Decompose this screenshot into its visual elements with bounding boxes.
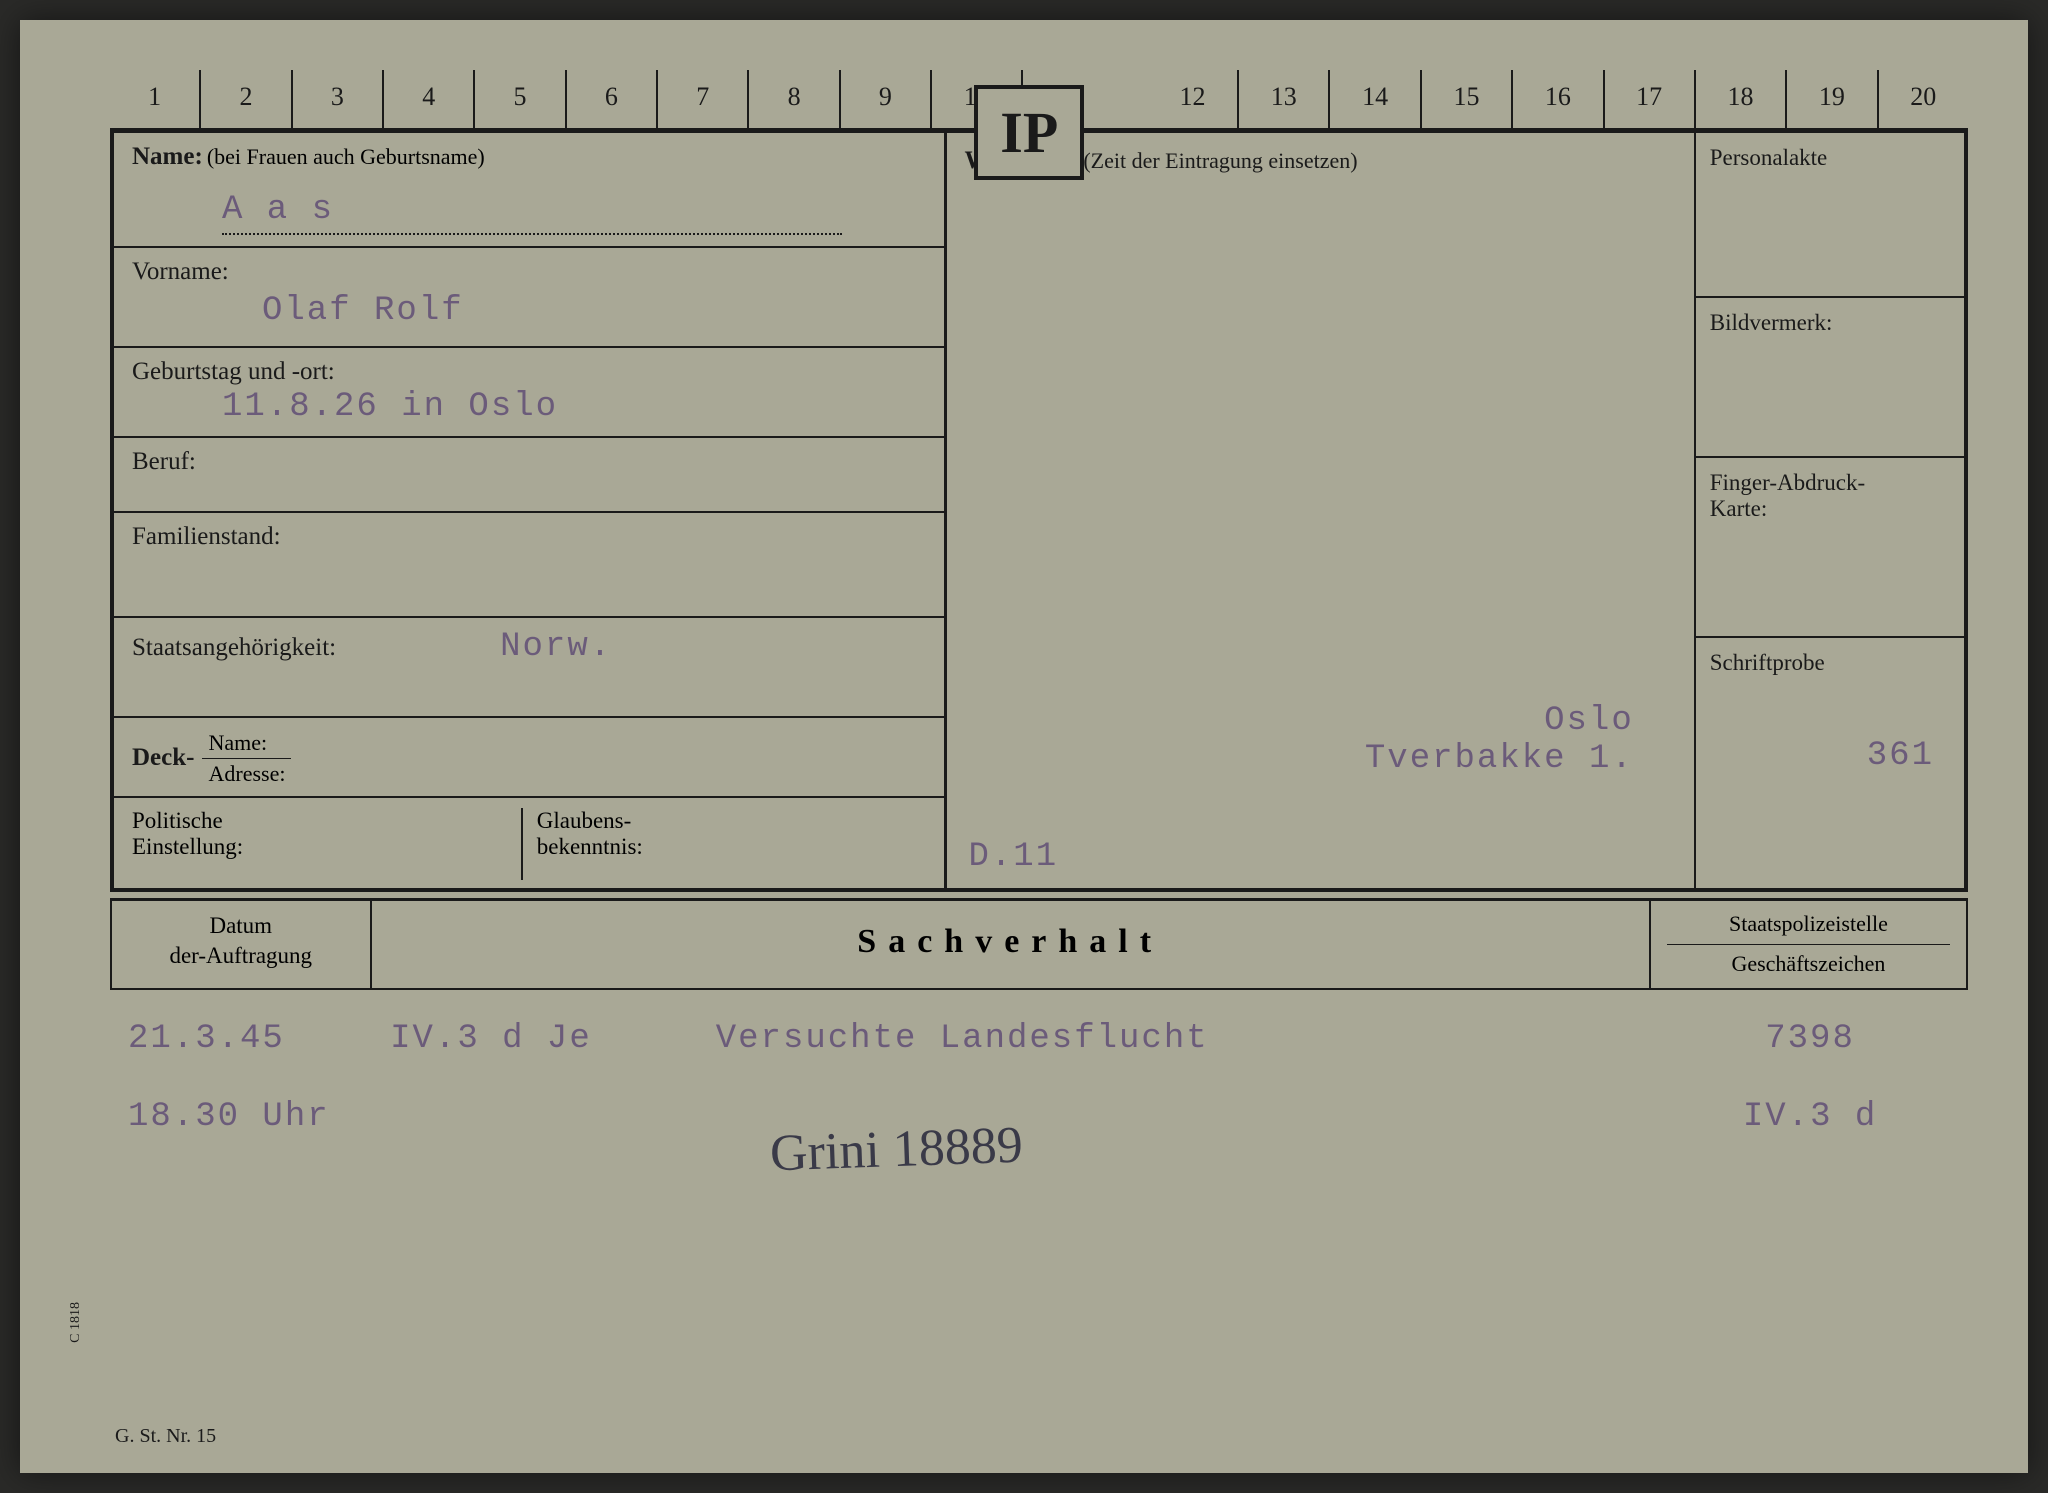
schriftprobe-cell: Schriftprobe 361 xyxy=(1696,638,1964,793)
datum-header: Datum der-Auftragung xyxy=(112,901,372,988)
ruler-tick: 18 xyxy=(1696,70,1787,128)
ruler-tick: 12 xyxy=(1148,70,1239,128)
ruler-tick: 6 xyxy=(567,70,658,128)
deck-adresse-label: Adresse: xyxy=(202,759,291,787)
datum-h-2: der-Auftragung xyxy=(118,941,364,971)
handwritten-note: Grini 18889 xyxy=(769,1115,1024,1183)
glaubens-label-2: bekenntnis: xyxy=(537,834,916,860)
sachverhalt-title: Sachverhalt xyxy=(372,901,1651,988)
politik-label-1: Politische xyxy=(132,808,511,834)
staat-label: Staatsangehörigkeit: xyxy=(132,634,336,661)
familienstand-label: Familienstand: xyxy=(132,523,281,550)
politik-half: Politische Einstellung: xyxy=(132,808,521,880)
vorname-value: Olaf Rolf xyxy=(132,292,926,330)
entry-time: 18.30 Uhr xyxy=(128,1098,352,1136)
ruler-tick: 7 xyxy=(658,70,749,128)
ruler-tick: 14 xyxy=(1330,70,1421,128)
datum-h-1: Datum xyxy=(118,911,364,941)
ruler-tick: 13 xyxy=(1239,70,1330,128)
wohnung-street: Tverbakke 1. xyxy=(1365,740,1634,778)
form-number: G. St. Nr. 15 xyxy=(115,1425,216,1448)
beruf-label: Beruf: xyxy=(132,448,196,475)
staat-value: Norw. xyxy=(500,628,612,666)
vorname-row: Vorname: Olaf Rolf xyxy=(114,248,944,348)
ruler-tick: 9 xyxy=(841,70,932,128)
case-number: 7398 xyxy=(1670,1020,1950,1058)
staats-h-1: Staatspolizeistelle xyxy=(1657,909,1960,940)
ruler-tick: 2 xyxy=(201,70,292,128)
geburt-row: Geburtstag und -ort: 11.8.26 in Oslo xyxy=(114,348,944,438)
name-row: Name: (bei Frauen auch Geburtsname) A a … xyxy=(114,133,944,248)
ruler-tick: 5 xyxy=(475,70,566,128)
ruler-tick: 3 xyxy=(293,70,384,128)
sachverhalt-header: Datum der-Auftragung Sachverhalt Staatsp… xyxy=(110,898,1968,990)
bildvermerk-cell: Bildvermerk: xyxy=(1696,298,1964,458)
politik-row: Politische Einstellung: Glaubens- bekenn… xyxy=(114,798,944,888)
ruler-tick: 8 xyxy=(749,70,840,128)
ruler-tick: 20 xyxy=(1879,70,1968,128)
entry-date: 21.3.45 xyxy=(128,1020,352,1058)
deck-label: Deck- xyxy=(132,744,194,772)
ruler-tick: 4 xyxy=(384,70,475,128)
entry-offense: Versuchte Landesflucht xyxy=(716,1020,1209,1058)
wohnung-body: Oslo Tverbakke 1. xyxy=(1365,702,1634,778)
name-value: A a s xyxy=(222,191,334,229)
finger-cell: Finger-Abdruck- Karte: xyxy=(1696,458,1964,638)
personalakte-cell: Personalakte xyxy=(1696,133,1964,298)
name-label: Name: xyxy=(132,143,203,170)
deck-row: Deck- Name: Adresse: xyxy=(114,718,944,798)
finger-line-1: Finger-Abdruck- xyxy=(1710,470,1950,496)
wohnung-column: Wohnung: (Zeit der Eintragung einsetzen)… xyxy=(947,133,1696,888)
ruler-tick: 16 xyxy=(1513,70,1604,128)
wohnung-hint: (Zeit der Eintragung einsetzen) xyxy=(1083,148,1357,173)
ruler-tick: 17 xyxy=(1605,70,1696,128)
wohnung-d-ref: D.11 xyxy=(969,838,1059,876)
deck-name-label: Name: xyxy=(202,730,291,759)
ip-badge: IP xyxy=(974,85,1084,180)
left-column: Name: (bei Frauen auch Geburtsname) A a … xyxy=(114,133,947,888)
geschaeftszeichen-column: 7398 IV.3 d xyxy=(1652,990,1968,1290)
familienstand-row: Familienstand: xyxy=(114,513,944,618)
staat-row: Staatsangehörigkeit: Norw. xyxy=(114,618,944,718)
sachverhalt-content: IV.3 d Je Versuchte Landesflucht Grini 1… xyxy=(370,990,1652,1290)
document-card: 1 2 3 4 5 6 7 8 9 10 11 12 13 14 15 16 1… xyxy=(20,20,2028,1473)
schriftprobe-label: Schriftprobe xyxy=(1710,650,1825,675)
geburt-label: Geburtstag und -ort: xyxy=(132,358,335,385)
datum-column: 21.3.45 18.30 Uhr xyxy=(110,990,370,1290)
wohnung-city: Oslo xyxy=(1365,702,1634,740)
sachverhalt-body: 21.3.45 18.30 Uhr IV.3 d Je Versuchte La… xyxy=(110,990,1968,1290)
beruf-row: Beruf: xyxy=(114,438,944,513)
right-column: Personalakte Bildvermerk: Finger-Abdruck… xyxy=(1696,133,1964,888)
ruler-tick: 15 xyxy=(1422,70,1513,128)
case-code: IV.3 d xyxy=(1670,1098,1950,1136)
main-frame: IP Name: (bei Frauen auch Geburtsname) A… xyxy=(110,130,1968,892)
geburt-value: 11.8.26 in Oslo xyxy=(132,388,926,426)
ruler-tick: 1 xyxy=(110,70,201,128)
glaubens-label-1: Glaubens- xyxy=(537,808,916,834)
glaubens-half: Glaubens- bekenntnis: xyxy=(521,808,926,880)
name-hint: (bei Frauen auch Geburtsname) xyxy=(207,144,485,169)
schriftprobe-number: 361 xyxy=(1867,737,1934,775)
ruler-tick: 19 xyxy=(1787,70,1878,128)
side-print-mark: C 1818 xyxy=(68,1302,84,1343)
staatspolizei-header: Staatspolizeistelle Geschäftszeichen xyxy=(1651,901,1966,988)
entry-ref: IV.3 d Je xyxy=(390,1020,592,1058)
vorname-label: Vorname: xyxy=(132,258,229,285)
politik-label-2: Einstellung: xyxy=(132,834,511,860)
staats-h-2: Geschäftszeichen xyxy=(1657,949,1960,980)
deck-fraction: Name: Adresse: xyxy=(202,730,291,787)
finger-line-2: Karte: xyxy=(1710,496,1950,522)
